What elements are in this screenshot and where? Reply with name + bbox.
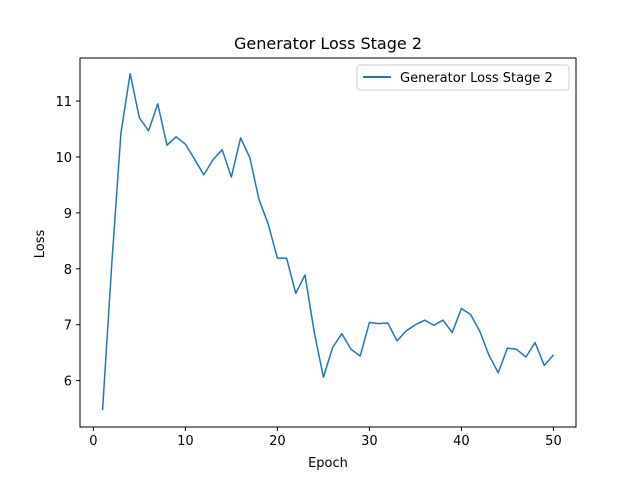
data-point xyxy=(369,322,371,324)
data-point xyxy=(185,143,187,145)
data-point xyxy=(350,348,352,350)
data-point xyxy=(267,223,269,225)
data-point xyxy=(378,323,380,325)
data-point xyxy=(249,157,251,159)
y-axis-label: Loss xyxy=(33,230,48,259)
data-point xyxy=(525,356,527,358)
data-point xyxy=(120,132,122,134)
data-point xyxy=(451,332,453,334)
chart-title: Generator Loss Stage 2 xyxy=(234,34,422,53)
x-tick-label: 10 xyxy=(177,434,194,449)
data-point xyxy=(470,314,472,316)
data-point xyxy=(111,264,113,266)
legend-box xyxy=(356,64,570,91)
data-point xyxy=(157,103,159,105)
data-point xyxy=(129,73,131,75)
x-tick-label: 30 xyxy=(361,434,378,449)
data-point xyxy=(221,149,223,151)
data-point xyxy=(553,354,555,356)
data-point xyxy=(424,319,426,321)
data-point xyxy=(534,342,536,344)
data-point xyxy=(332,347,334,349)
data-point xyxy=(442,319,444,321)
y-tick-label: 9 xyxy=(64,207,72,222)
x-tick-label: 0 xyxy=(89,434,97,449)
data-point xyxy=(396,340,398,342)
legend-label: Generator Loss Stage 2 xyxy=(400,71,553,86)
x-tick-label: 50 xyxy=(545,434,562,449)
y-tick-label: 6 xyxy=(64,375,72,390)
data-point xyxy=(387,322,389,324)
y-tick-label: 10 xyxy=(55,151,72,166)
data-point xyxy=(212,159,214,161)
data-point xyxy=(543,365,545,367)
data-point xyxy=(433,324,435,326)
data-point xyxy=(304,274,306,276)
data-point xyxy=(479,331,481,333)
data-point xyxy=(507,347,509,349)
series-line-0 xyxy=(101,72,555,411)
x-axis-label: Epoch xyxy=(308,456,348,471)
data-point xyxy=(231,176,233,178)
data-point xyxy=(295,293,297,295)
data-point xyxy=(240,137,242,139)
data-point xyxy=(313,331,315,333)
data-point xyxy=(323,376,325,378)
data-point xyxy=(488,355,490,357)
data-point xyxy=(148,130,150,132)
data-point xyxy=(341,333,343,335)
data-point xyxy=(415,324,417,326)
x-tick-label: 40 xyxy=(453,434,470,449)
data-point xyxy=(102,409,104,411)
y-tick-label: 11 xyxy=(55,95,72,110)
y-tick-label: 8 xyxy=(64,263,72,278)
data-point xyxy=(359,355,361,357)
legend: Generator Loss Stage 2 xyxy=(356,64,570,91)
data-point xyxy=(194,158,196,160)
data-point xyxy=(166,144,168,146)
data-point xyxy=(461,308,463,310)
data-point xyxy=(139,117,141,119)
plot-area: 0 10 20 30 40 50 6 7 8 9 10 11 xyxy=(55,57,577,449)
data-point xyxy=(497,372,499,374)
data-point xyxy=(286,257,288,259)
data-point xyxy=(277,257,279,259)
data-point xyxy=(203,174,205,176)
data-point xyxy=(405,330,407,332)
data-point xyxy=(258,199,260,201)
x-tick-label: 20 xyxy=(269,434,286,449)
data-point xyxy=(175,136,177,138)
data-point xyxy=(516,348,518,350)
y-tick-label: 7 xyxy=(64,319,72,334)
axes-frame xyxy=(79,57,577,428)
